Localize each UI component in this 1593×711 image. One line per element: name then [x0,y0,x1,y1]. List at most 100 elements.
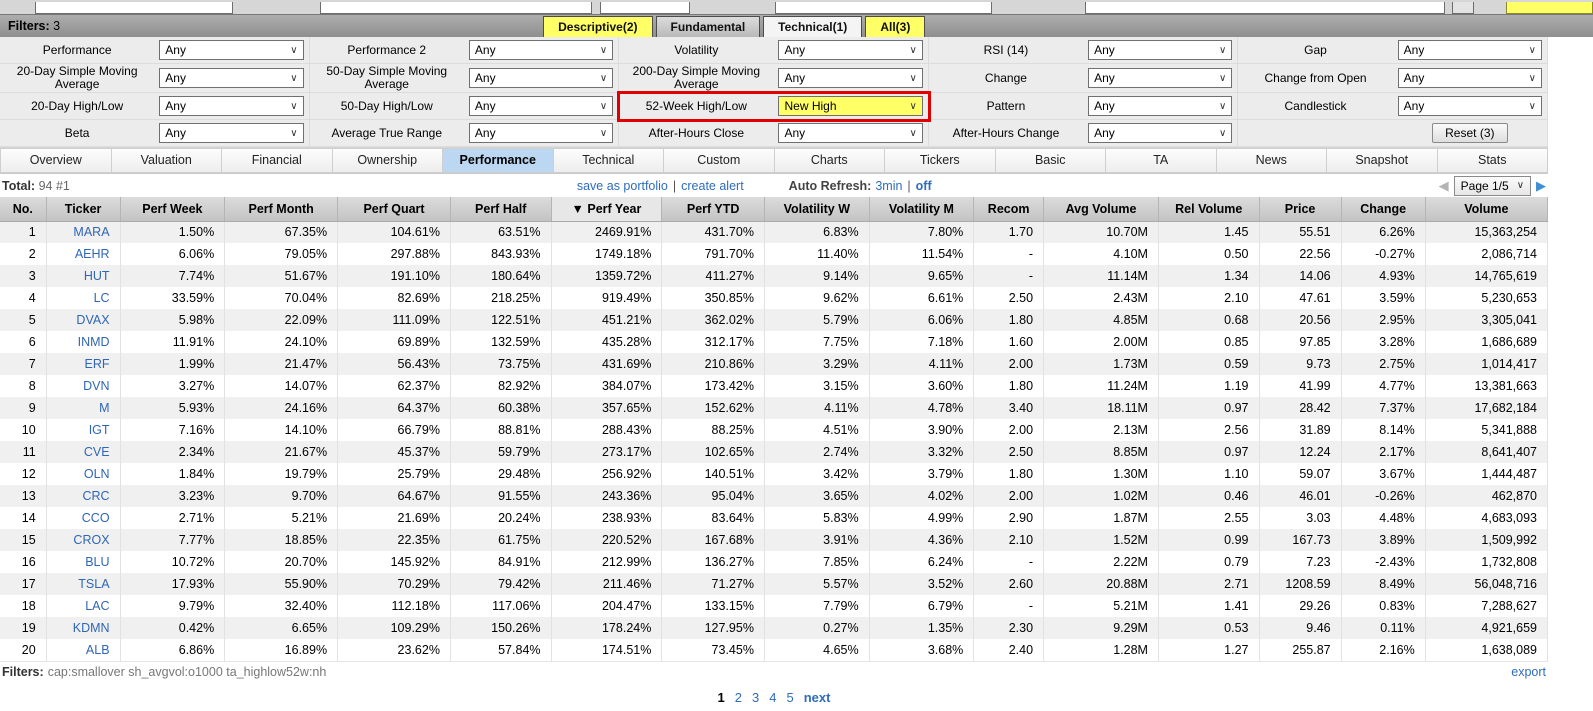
ticker-cell: M [46,397,121,419]
ticker-link[interactable]: HUT [83,269,110,283]
filter-select-performance-2[interactable]: Any ∨ [468,40,614,60]
tab-overview[interactable]: Overview [0,148,112,173]
filter-select-change-from-open[interactable]: Any ∨ [1397,68,1542,88]
filter-label: 200-Day Simple Moving Average [632,64,761,91]
page-select[interactable]: Page 1/5 ∨ [1453,175,1532,196]
filter-select-average-true-range[interactable]: Any ∨ [468,123,614,143]
column-header-change[interactable]: Change [1341,197,1426,222]
tab-stats[interactable]: Stats [1437,148,1548,173]
filter-select-candlestick[interactable]: Any ∨ [1397,96,1542,116]
column-header-perf-year[interactable]: ▼ Perf Year [551,197,663,222]
ticker-link[interactable]: AEHR [74,247,110,261]
column-header-rel-volume[interactable]: Rel Volume [1158,197,1260,222]
filter-select-52-week-high-low[interactable]: New High ∨ [778,96,923,116]
data-cell: 32.40% [224,595,339,617]
filter-select-200-day-simple-moving-average[interactable]: Any ∨ [778,68,923,88]
data-cell: 56.43% [337,353,451,375]
ticker-link[interactable]: LC [93,291,110,305]
tab-news[interactable]: News [1216,148,1327,173]
page-link-next[interactable]: next [803,690,831,705]
column-header-perf-month[interactable]: Perf Month [224,197,339,222]
tab-financial[interactable]: Financial [222,148,333,173]
ticker-link[interactable]: CCO [81,511,110,525]
data-cell: 25.79% [337,463,451,485]
tab-tickers[interactable]: Tickers [885,148,996,173]
ticker-link[interactable]: ERF [84,357,110,371]
filter-select-gap[interactable]: Any ∨ [1397,40,1542,60]
ticker-link[interactable]: BLU [85,555,110,569]
filter-select-volatility[interactable]: Any ∨ [778,40,923,60]
next-page-arrow-icon[interactable]: ▶ [1536,177,1547,193]
column-header-no[interactable]: No. [0,197,47,222]
column-header-perf-half[interactable]: Perf Half [450,197,552,222]
column-header-recom[interactable]: Recom [973,197,1045,222]
ticker-link[interactable]: CROX [73,533,110,547]
data-cell: 212.99% [551,551,663,573]
filter-select-20-day-simple-moving-average[interactable]: Any ∨ [159,68,304,88]
ticker-link[interactable]: INMD [77,335,110,349]
filter-select-50-day-simple-moving-average[interactable]: Any ∨ [468,68,614,88]
filter-select-20-day-high-low[interactable]: Any ∨ [159,96,304,116]
data-cell: 88.81% [450,419,552,441]
tab-ownership[interactable]: Ownership [332,148,443,173]
filter-select-change[interactable]: Any ∨ [1088,68,1233,88]
reset-filters-button[interactable]: Reset (3) [1432,123,1508,143]
tab-valuation[interactable]: Valuation [111,148,222,173]
column-header-avg-volume[interactable]: Avg Volume [1043,197,1159,222]
page-link-1[interactable]: 1 [717,690,725,705]
filter-select-performance[interactable]: Any ∨ [159,40,304,60]
ticker-link[interactable]: LAC [85,599,110,613]
ticker-link[interactable]: CVE [83,445,110,459]
tab-technical[interactable]: Technical [553,148,664,173]
chevron-down-icon: ∨ [599,44,608,56]
ticker-link[interactable]: M [99,401,110,415]
data-cell: 7.74% [120,265,226,287]
prev-page-arrow-icon[interactable]: ◀ [1438,177,1449,193]
ticker-cell: HUT [46,265,121,287]
column-header-perf-ytd[interactable]: Perf YTD [661,197,765,222]
filter-select-beta[interactable]: Any ∨ [159,123,304,143]
auto-refresh-interval-link[interactable]: 3min [875,178,903,193]
auto-refresh-off-link[interactable]: off [915,178,932,193]
page-link-3[interactable]: 3 [752,690,760,705]
tab-custom[interactable]: Custom [664,148,775,173]
ticker-link[interactable]: OLN [83,467,110,481]
ticker-link[interactable]: CRC [82,489,110,503]
column-header-volume[interactable]: Volume [1425,197,1549,222]
filter-select-value: Any [165,99,186,113]
column-header-price[interactable]: Price [1259,197,1342,222]
ticker-link[interactable]: MARA [73,225,110,240]
filter-tab-all-3[interactable]: All(3) [865,16,926,37]
filter-tab-technical-1[interactable]: Technical(1) [763,16,863,37]
ticker-link[interactable]: DVN [83,379,110,393]
save-as-portfolio-link[interactable]: save as portfolio [576,178,668,193]
column-header-perf-quart[interactable]: Perf Quart [337,197,451,222]
filter-select-after-hours-close[interactable]: Any ∨ [778,123,923,143]
export-link[interactable]: export [1511,665,1546,679]
filter-tab-descriptive-2[interactable]: Descriptive(2) [543,16,653,37]
column-header-perf-week[interactable]: Perf Week [120,197,226,222]
page-link-2[interactable]: 2 [734,690,743,705]
page-link-5[interactable]: 5 [786,690,794,705]
tab-performance[interactable]: Performance [443,148,554,173]
filter-select-pattern[interactable]: Any ∨ [1088,96,1233,116]
ticker-link[interactable]: ALB [85,643,110,657]
create-alert-link[interactable]: create alert [681,178,744,193]
tab-charts[interactable]: Charts [774,148,885,173]
tab-basic[interactable]: Basic [995,148,1106,173]
column-header-volatility-w[interactable]: Volatility W [764,197,870,222]
ticker-link[interactable]: TSLA [78,577,110,591]
tab-snapshot[interactable]: Snapshot [1327,148,1438,173]
column-header-ticker[interactable]: Ticker [46,197,121,222]
page-link-4[interactable]: 4 [769,690,777,705]
ticker-link[interactable]: IGT [88,423,110,437]
data-cell: 2.34% [120,441,226,463]
filter-select-after-hours-change[interactable]: Any ∨ [1088,123,1233,143]
filter-tab-fundamental[interactable]: Fundamental [655,16,761,37]
filter-select-50-day-high-low[interactable]: Any ∨ [468,96,614,116]
ticker-link[interactable]: KDMN [72,621,110,635]
filter-select-rsi-14[interactable]: Any ∨ [1088,40,1233,60]
column-header-volatility-m[interactable]: Volatility M [869,197,975,222]
tab-ta[interactable]: TA [1106,148,1217,173]
ticker-link[interactable]: DVAX [76,313,110,327]
